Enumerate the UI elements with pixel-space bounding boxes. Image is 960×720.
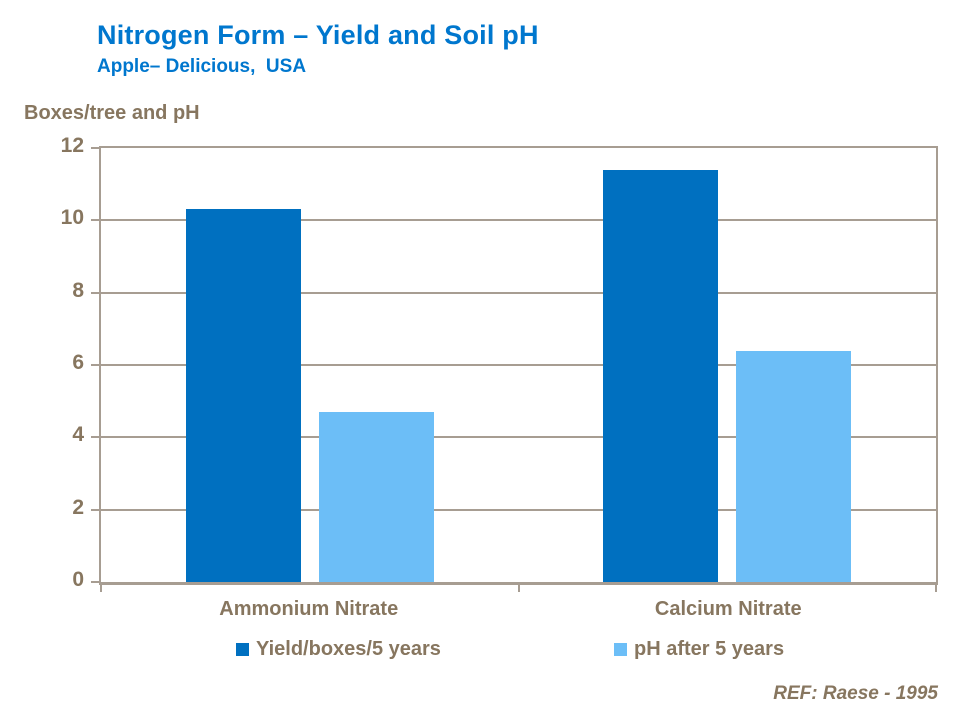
category-group-calcium-nitrate (519, 148, 937, 582)
gridline-6 (101, 364, 936, 366)
x-axis-tick (100, 584, 102, 592)
category-label-calcium-nitrate: Calcium Nitrate (654, 598, 802, 620)
y-tick-label: 2 (72, 495, 84, 519)
legend-label-ph: pH after 5 years (634, 638, 785, 660)
legend-item-ph: pH after 5 years (614, 638, 784, 661)
category-group-ammonium-nitrate (101, 148, 519, 582)
y-tick-label: 0 (72, 568, 84, 591)
bar-ph-calcium-nitrate (736, 350, 852, 582)
y-tick-label: 4 (72, 423, 84, 447)
y-tick-label: 12 (60, 134, 84, 157)
legend-label-yield: Yield/boxes/5 years (256, 638, 441, 660)
bars-row (101, 148, 936, 582)
y-axis-tick (91, 508, 100, 511)
category-label-ammonium-nitrate: Ammonium Nitrate (219, 598, 399, 620)
legend-swatch-ph-icon (614, 643, 627, 656)
y-axis-heading: Boxes/tree and pH (24, 102, 200, 124)
y-axis-tick (91, 364, 100, 366)
y-tick-label: 6 (72, 351, 84, 374)
x-axis-category-labels: Ammonium Nitrate Calcium Nitrate (99, 598, 938, 621)
y-tick-label: 10 (60, 206, 84, 230)
gridline-2 (101, 508, 936, 511)
y-axis-tick (91, 581, 100, 583)
gridline-4 (101, 436, 936, 439)
page-title: Nitrogen Form – Yield and Soil pH (97, 20, 539, 50)
plot-area (91, 146, 938, 592)
y-axis-tick (91, 147, 100, 149)
bar-ph-ammonium-nitrate (318, 412, 434, 582)
bar-yield-ammonium-nitrate (185, 209, 301, 582)
x-axis-tick (935, 584, 937, 592)
x-axis-tick (517, 584, 520, 592)
bar-yield-calcium-nitrate (603, 169, 719, 582)
y-axis-tick (91, 291, 100, 294)
gridline-8 (101, 291, 936, 294)
y-axis-tick (91, 436, 100, 439)
y-tick-label: 8 (72, 278, 84, 302)
legend-item-yield: Yield/boxes/5 years (236, 638, 441, 661)
reference-note: REF: Raese - 1995 (773, 683, 938, 704)
y-axis-tick (91, 219, 100, 222)
y-axis-tick-labels: 12 10 8 6 4 2 0 (0, 135, 84, 591)
gridline-10 (101, 219, 936, 222)
legend-swatch-yield-icon (236, 643, 249, 656)
page-subtitle: Apple– Delicious, USA (97, 56, 307, 77)
